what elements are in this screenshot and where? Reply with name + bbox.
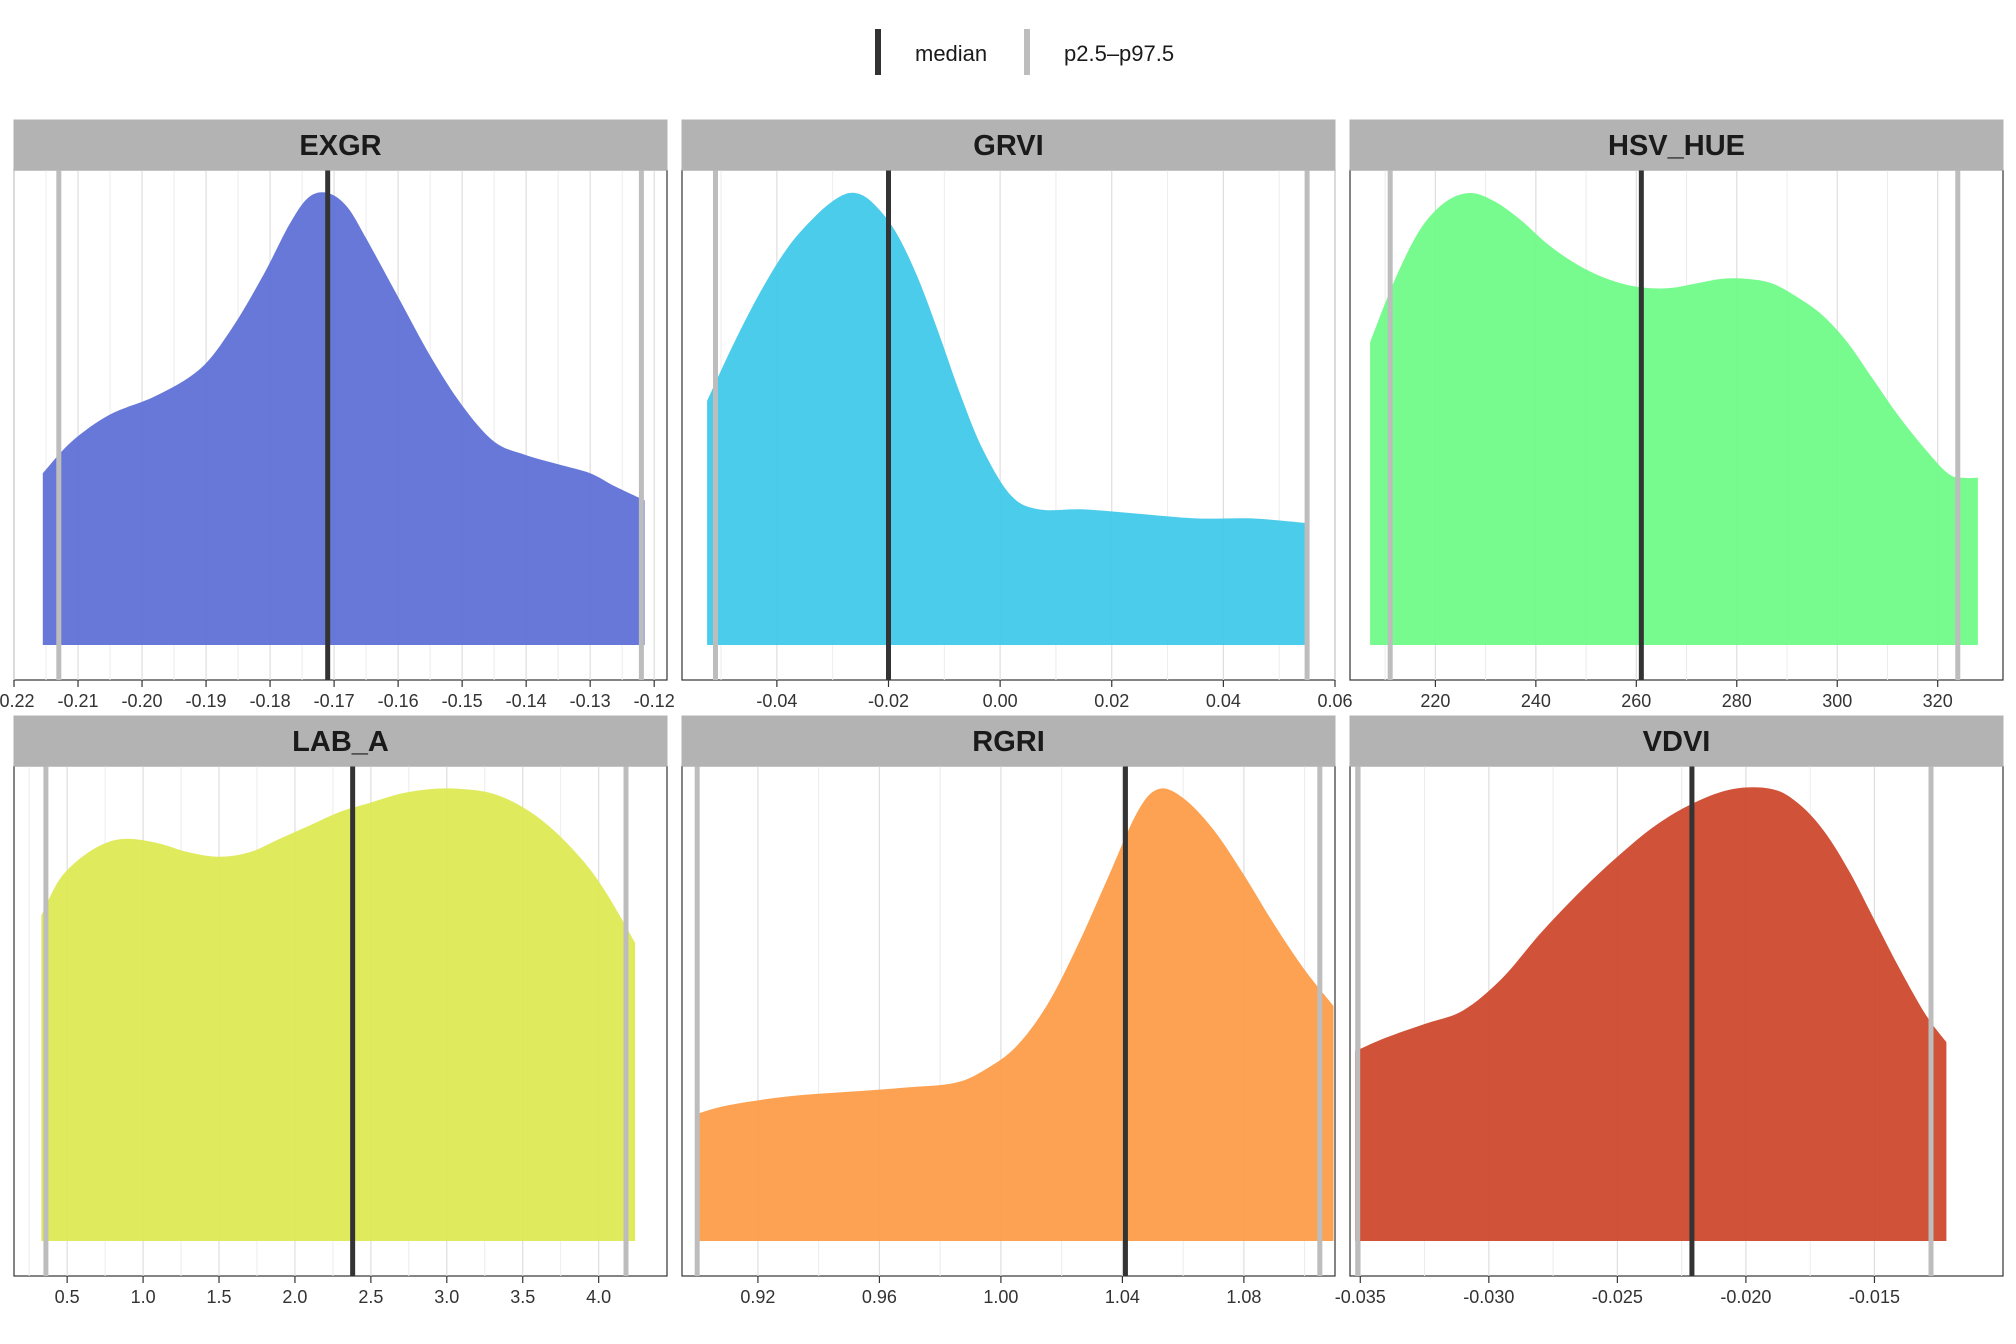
x-tick-label: 320 (1923, 691, 1953, 711)
strip-title: GRVI (973, 130, 1043, 162)
x-tick-label: 0.92 (740, 1287, 775, 1307)
x-tick-label: 260 (1621, 691, 1651, 711)
density-area (695, 788, 1334, 1241)
panel-grvi: GRVI -0.04 -0.02 0.00 0.02 0.04 0.06 (681, 119, 1353, 711)
x-tick-label: 3.5 (510, 1287, 535, 1307)
panel-exgr: EXGR -0.22 -0.21 -0.20 -0.19 -0.18 -0.17 -0.16 -… (0, 119, 675, 711)
x-tick-label: -0.020 (1720, 1287, 1771, 1307)
strip-title: VDVI (1643, 726, 1711, 758)
density-area (1370, 193, 1978, 645)
x-tick-label: -0.15 (442, 691, 483, 711)
x-tick-label: 0.96 (862, 1287, 897, 1307)
strip-title: EXGR (299, 130, 381, 162)
x-tick-label: 0.02 (1094, 691, 1129, 711)
x-tick-label: 3.0 (434, 1287, 459, 1307)
x-tick-label: 300 (1822, 691, 1852, 711)
strip-background (681, 119, 1336, 171)
x-tick-label: -0.17 (314, 691, 355, 711)
legend-interval-key (1024, 29, 1030, 75)
panel-vdvi: VDVI -0.035 -0.030 -0.025 -0.020 -0.015 (1335, 715, 2004, 1307)
x-tick-label: 1.00 (983, 1287, 1018, 1307)
x-tick-label: -0.04 (756, 691, 797, 711)
strip-background (1349, 119, 2004, 171)
x-tick-label: 0.00 (983, 691, 1018, 711)
x-tick-label: 240 (1521, 691, 1551, 711)
x-tick-label: 0.5 (55, 1287, 80, 1307)
strip-background (1349, 715, 2004, 767)
legend-interval-label: p2.5–p97.5 (1064, 41, 1174, 66)
x-tick-label: 1.5 (206, 1287, 231, 1307)
x-tick-label: 220 (1420, 691, 1450, 711)
x-tick-label: -0.030 (1463, 1287, 1514, 1307)
density-area (41, 788, 636, 1241)
x-tick-label: 1.04 (1105, 1287, 1140, 1307)
legend: median p2.5–p97.5 (875, 29, 1174, 75)
panel-hsv-hue: HSV_HUE 220 240 260 280 300 320 (1349, 119, 2004, 711)
x-tick-label: -0.20 (122, 691, 163, 711)
x-tick-label: 1.0 (131, 1287, 156, 1307)
x-tick-label: -0.13 (570, 691, 611, 711)
panel-rgri: RGRI 0.92 0.96 1.00 1.04 1.08 (681, 715, 1336, 1307)
x-tick-label: 2.0 (282, 1287, 307, 1307)
x-tick-label: -0.025 (1592, 1287, 1643, 1307)
x-tick-label: 280 (1722, 691, 1752, 711)
x-tick-label: -0.18 (250, 691, 291, 711)
strip-background (13, 119, 668, 171)
x-tick-label: 0.06 (1317, 691, 1352, 711)
x-tick-label: -0.22 (0, 691, 35, 711)
density-area (42, 192, 645, 645)
x-tick-label: 4.0 (586, 1287, 611, 1307)
strip-title: RGRI (972, 726, 1045, 758)
legend-median-label: median (915, 41, 987, 66)
x-tick-label: 0.04 (1206, 691, 1241, 711)
x-tick-label: -0.02 (868, 691, 909, 711)
strip-background (681, 715, 1336, 767)
x-tick-label: 2.5 (358, 1287, 383, 1307)
strip-background (13, 715, 668, 767)
strip-title: HSV_HUE (1608, 130, 1745, 162)
x-tick-label: -0.035 (1335, 1287, 1386, 1307)
x-tick-label: -0.12 (634, 691, 675, 711)
density-area (707, 192, 1306, 645)
x-tick-label: -0.19 (186, 691, 227, 711)
x-tick-label: -0.015 (1849, 1287, 1900, 1307)
density-area (1355, 787, 1947, 1241)
x-tick-label: -0.16 (378, 691, 419, 711)
x-tick-label: -0.21 (58, 691, 99, 711)
strip-title: LAB_A (292, 726, 389, 758)
x-tick-label: -0.14 (506, 691, 547, 711)
panel-lab-a: LAB_A 0.5 1.0 1.5 2.0 2.5 3.0 3.5 4.0 (13, 715, 668, 1307)
x-tick-label: 1.08 (1226, 1287, 1261, 1307)
legend-median-key (875, 29, 881, 75)
